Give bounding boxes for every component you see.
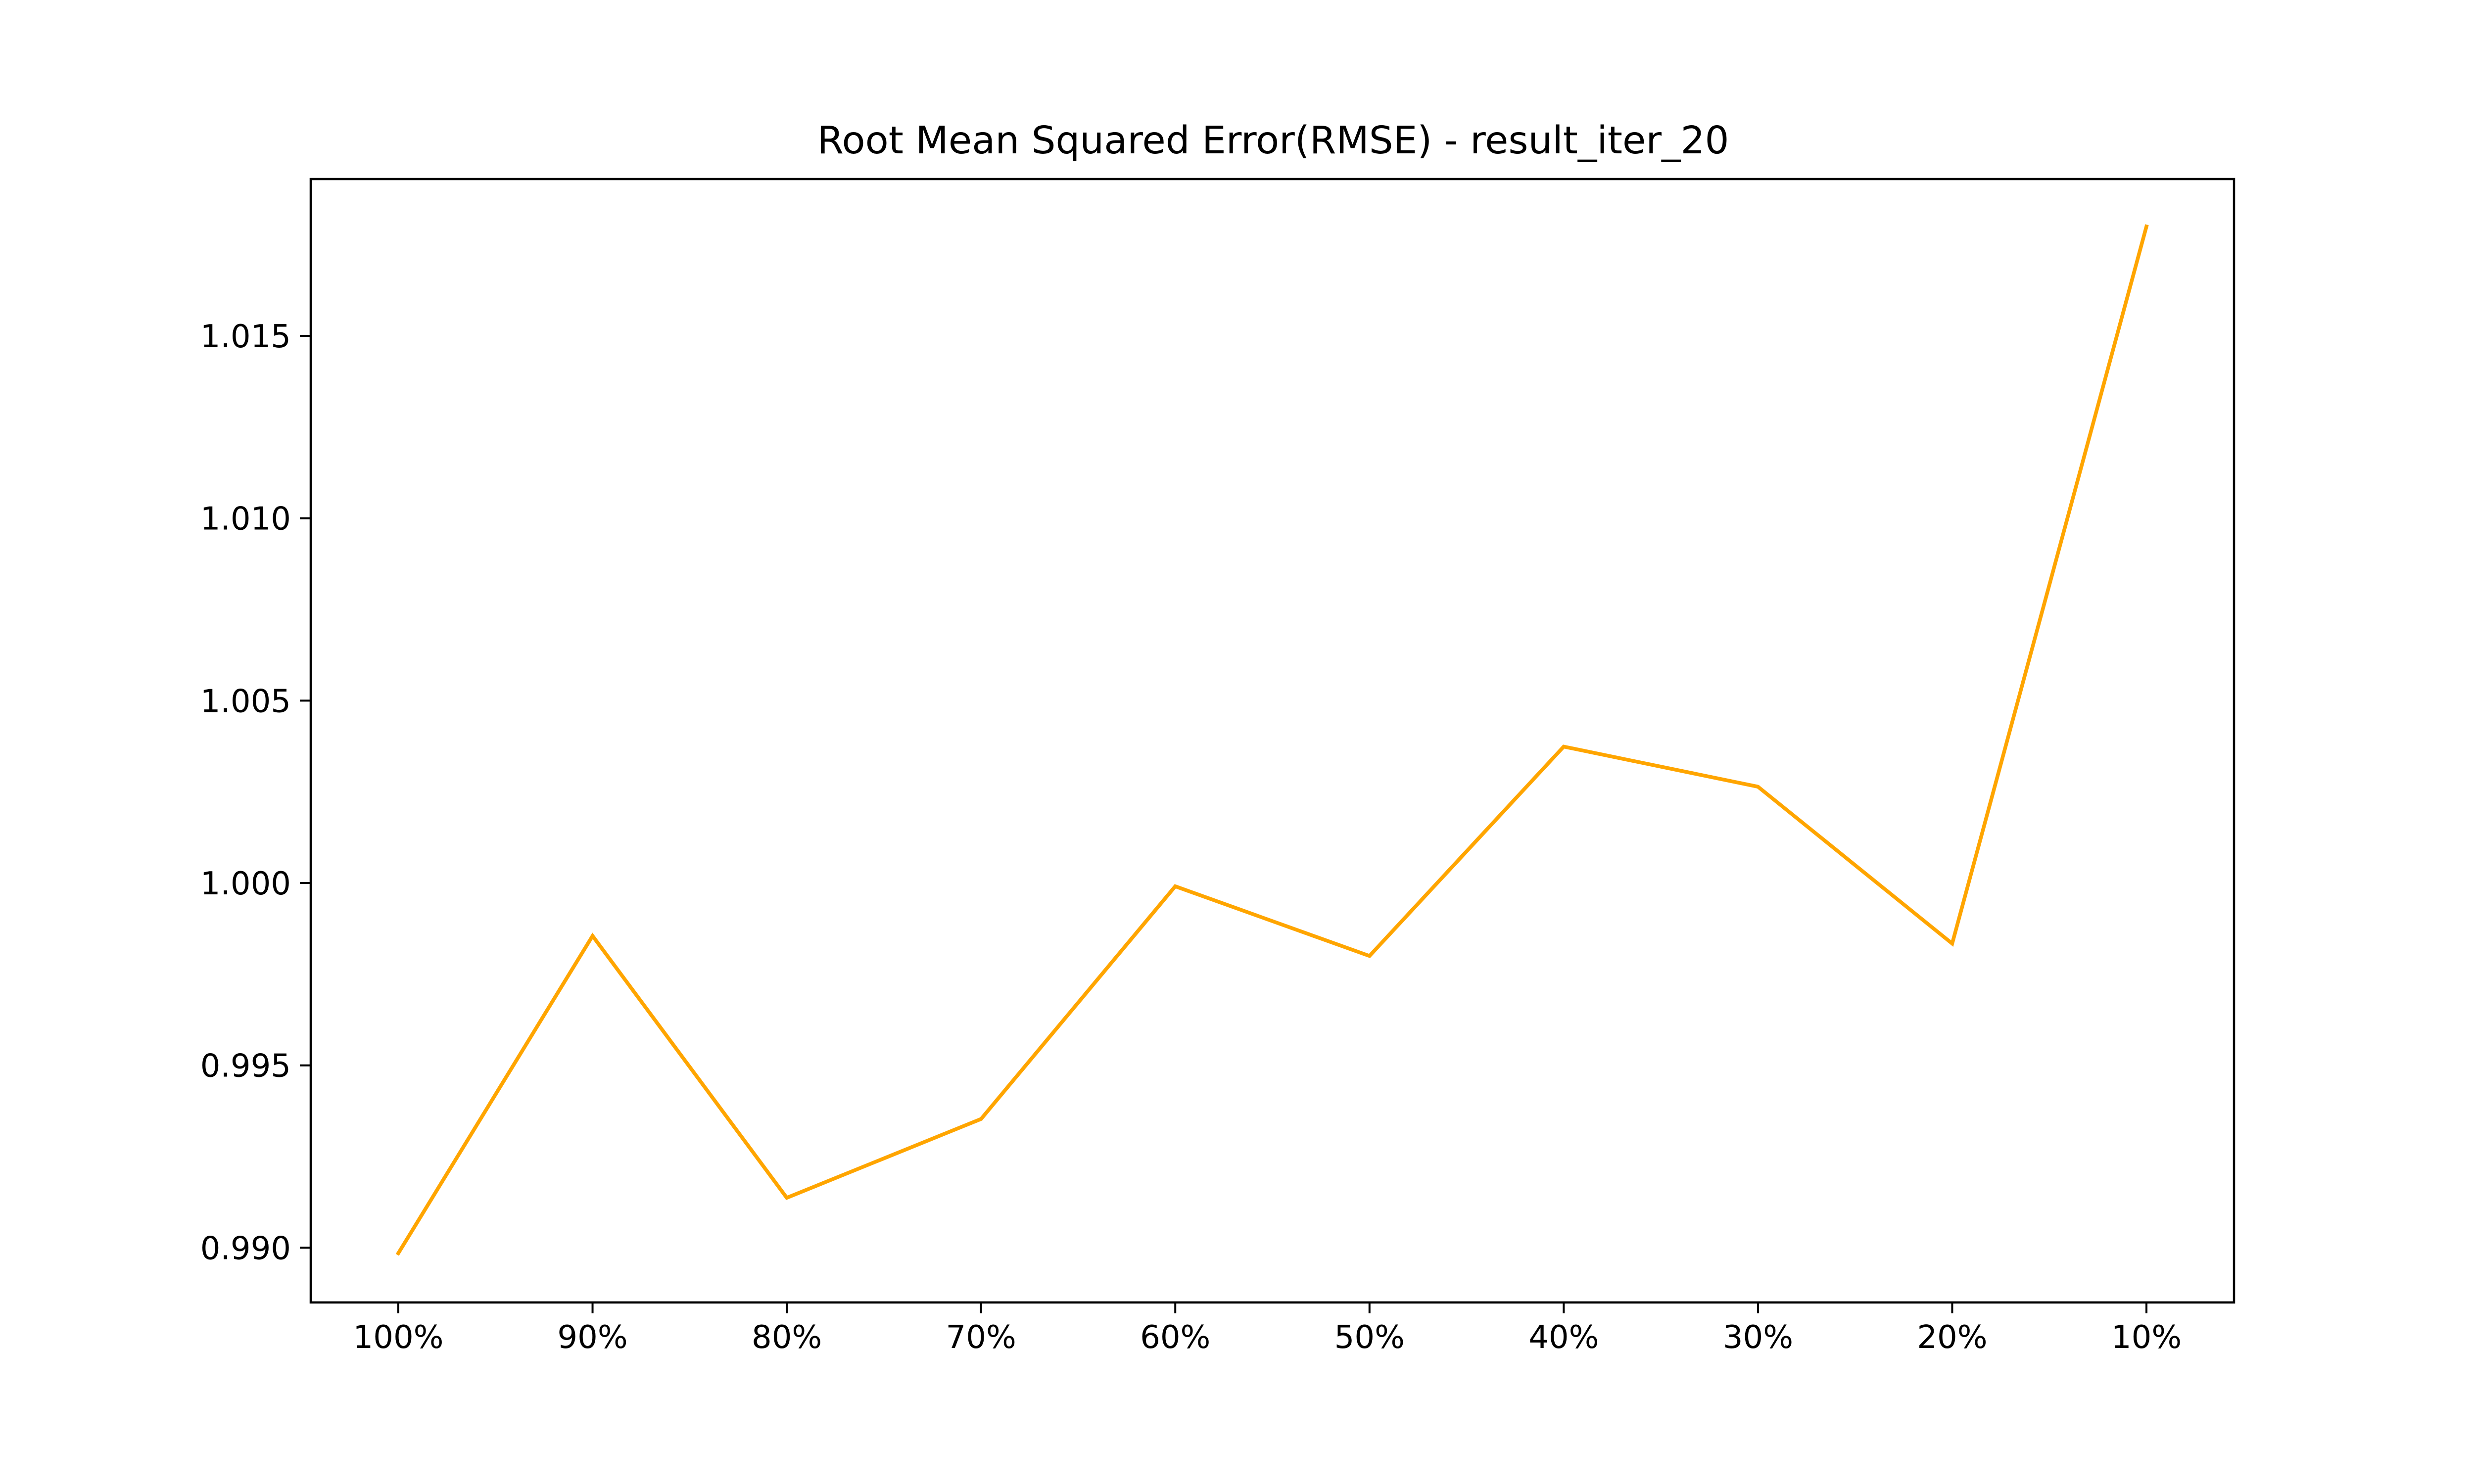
x-tick-label: 80%: [752, 1319, 822, 1356]
y-tick-label: 1.005: [200, 683, 291, 720]
y-axis: 0.990 0.995 1.000 1.005 1.010 1.015: [200, 319, 311, 1267]
plot-content: [395, 224, 2149, 1256]
series-line: [395, 224, 2149, 1256]
y-tick-label: 1.010: [200, 501, 291, 538]
x-tick-label: 70%: [946, 1319, 1016, 1356]
x-tick-label: 10%: [2111, 1319, 2182, 1356]
x-tick-label: 100%: [353, 1319, 444, 1356]
chart-title: Root Mean Squared Error(RMSE) - result_i…: [817, 119, 1729, 163]
x-tick-label: 60%: [1140, 1319, 1210, 1356]
x-tick-label: 30%: [1723, 1319, 1793, 1356]
y-tick-label: 1.015: [200, 319, 291, 355]
y-tick-label: 1.000: [200, 866, 291, 902]
y-tick-label: 0.990: [200, 1230, 291, 1267]
x-tick-label: 50%: [1334, 1319, 1405, 1356]
plot-frame: [309, 178, 2236, 1304]
x-tick-label: 20%: [1917, 1319, 1987, 1356]
x-axis: 100% 90% 80% 70% 60% 50% 40% 30% 20% 10%: [353, 1302, 2182, 1356]
x-tick-label: 90%: [557, 1319, 627, 1356]
x-tick-label: 40%: [1528, 1319, 1599, 1356]
y-tick-label: 0.995: [200, 1048, 291, 1085]
